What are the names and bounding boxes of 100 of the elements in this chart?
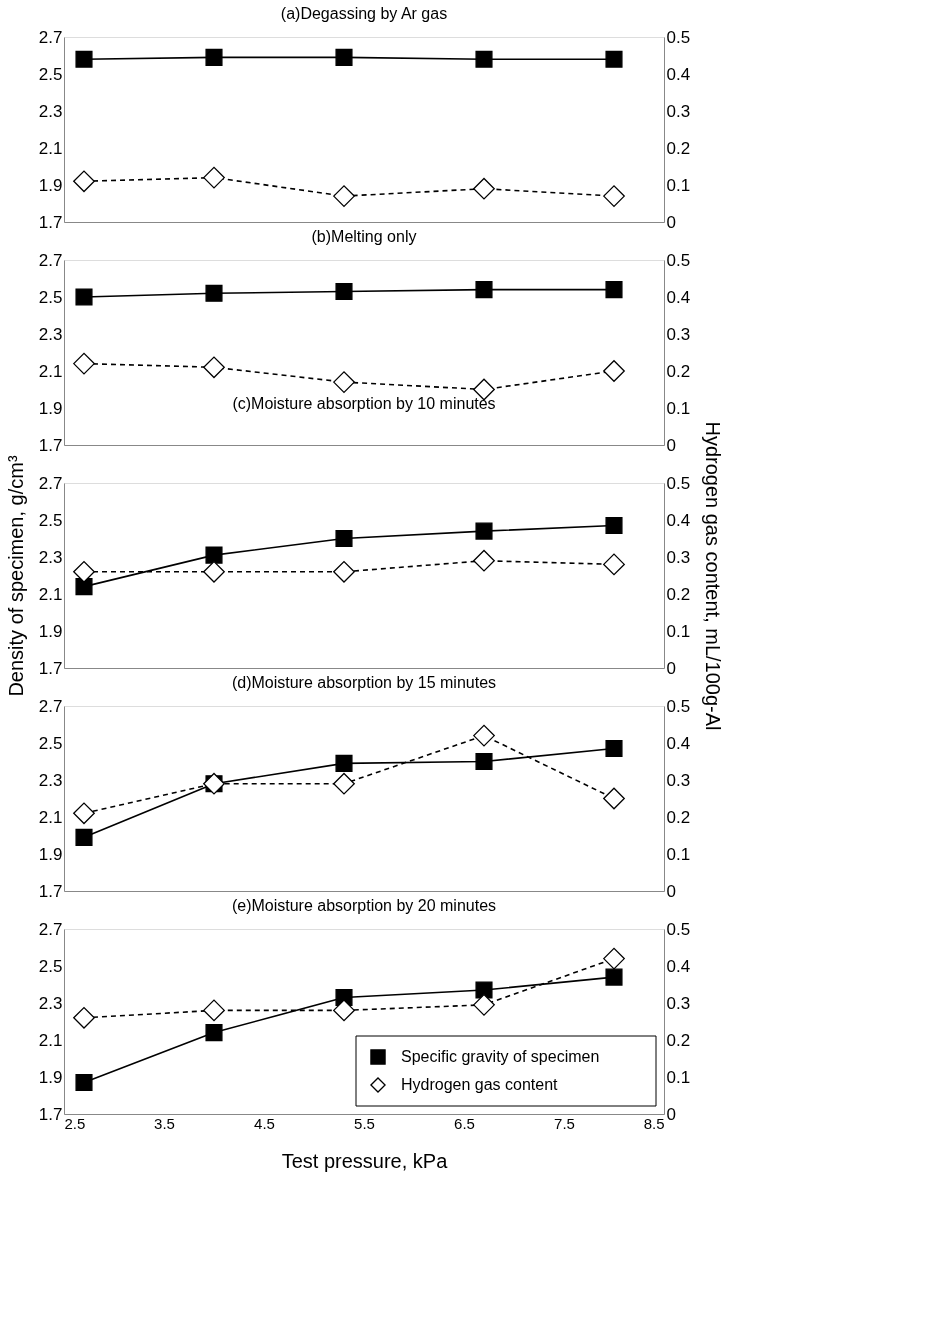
y-tick-label: 1.7 [38, 881, 63, 901]
y-tick-label: 2.5 [38, 733, 63, 753]
point [75, 578, 93, 596]
y2-tick-label: 0 [666, 435, 676, 455]
point [333, 185, 355, 207]
y-tick-label: 1.9 [38, 1067, 63, 1087]
y2-tick-label: 0.2 [666, 1030, 691, 1050]
y-tick-label: 2.3 [38, 770, 63, 790]
x-axis-title: Test pressure, kPa [281, 1149, 449, 1172]
point [73, 352, 95, 375]
point [203, 356, 225, 379]
y-tick-label: 2.1 [38, 138, 63, 158]
point [205, 546, 223, 564]
legend-label: Hydrogen gas content [401, 1076, 559, 1093]
y2-tick-label: 0.4 [666, 733, 691, 753]
y-tick-label: 2.5 [38, 64, 63, 84]
y2-tick-label: 0.2 [666, 807, 691, 827]
chart-title: (d)Moisture absorption by 15 minutes [231, 674, 497, 691]
chart-title: (b)Melting only [311, 228, 417, 245]
point [605, 739, 623, 758]
y-tick-label: 1.7 [38, 435, 63, 455]
x-tick-label: 8.5 [643, 1114, 665, 1132]
point [605, 516, 623, 535]
y2-tick-label: 0.2 [666, 138, 691, 158]
point [603, 360, 625, 382]
chart-title: (e)Moisture absorption by 20 minutes [231, 897, 497, 914]
y2-tick-label: 0.1 [666, 1067, 691, 1087]
y2-tick-label: 0.1 [666, 844, 691, 864]
y2-tick-label: 0.1 [666, 175, 691, 195]
y2-tick-label: 0.5 [666, 250, 691, 270]
y2-tick-label: 0 [666, 1104, 676, 1124]
y-tick-label: 2.3 [38, 547, 63, 567]
y2-tick-label: 0 [666, 881, 676, 901]
y-tick-label: 2.3 [38, 101, 63, 121]
point [73, 802, 95, 825]
point [475, 522, 493, 540]
y-tick-label: 2.5 [38, 956, 63, 976]
y2-tick-label: 0.2 [666, 361, 691, 381]
y2-tick-label: 0.1 [666, 398, 691, 418]
y-tick-label: 1.7 [38, 658, 63, 678]
x-tick-label: 5.5 [354, 1114, 375, 1132]
y2-tick-label: 0.3 [666, 101, 691, 121]
point [473, 724, 495, 747]
point [335, 529, 353, 548]
chart-title: (a)Degassing by Ar gas [280, 5, 448, 22]
x-tick-label: 4.5 [254, 1114, 275, 1132]
y2-tick-label: 0.4 [666, 510, 691, 530]
y2-tick-label: 0.5 [666, 919, 691, 939]
y2-tick-label: 0.1 [666, 621, 691, 641]
y2-tick-label: 0.5 [666, 473, 691, 493]
y-tick-label: 2.1 [38, 584, 63, 604]
y2-tick-label: 0.4 [666, 956, 691, 976]
point [73, 170, 95, 193]
y-tick-label: 1.9 [38, 621, 63, 641]
y-tick-label: 2.7 [38, 473, 63, 493]
y-tick-label: 2.7 [38, 696, 63, 716]
point [475, 752, 493, 771]
point [333, 371, 355, 393]
y-axis-title: Density of specimen, g/cm³ [4, 455, 27, 697]
y2-axis-title: Hydrogen gas content, mL/100g-Al [702, 421, 725, 731]
y-tick-label: 2.5 [38, 510, 63, 530]
point [603, 553, 625, 576]
x-tick-label: 2.5 [64, 1114, 86, 1132]
y2-tick-label: 0.3 [666, 324, 691, 344]
x-tick-label: 6.5 [454, 1114, 475, 1132]
point [203, 560, 225, 583]
y2-tick-label: 0.5 [666, 696, 691, 716]
y-tick-label: 2.7 [38, 919, 63, 939]
y-tick-label: 2.7 [38, 27, 63, 47]
point [203, 166, 225, 189]
y2-tick-label: 0.4 [666, 64, 691, 84]
y-tick-label: 2.1 [38, 361, 63, 381]
point [473, 177, 495, 200]
y2-tick-label: 0.4 [666, 287, 691, 307]
y-tick-label: 1.9 [38, 844, 63, 864]
y-tick-label: 1.9 [38, 398, 63, 418]
y-tick-label: 2.3 [38, 324, 63, 344]
point [75, 828, 93, 846]
point [473, 549, 495, 572]
y2-tick-label: 0.2 [666, 584, 691, 604]
chart-title: (c)Moisture absorption by 10 minutes [232, 395, 496, 413]
y2-tick-label: 0.3 [666, 770, 691, 790]
point [603, 787, 625, 810]
x-tick-label: 7.5 [554, 1114, 575, 1132]
y-tick-label: 2.7 [38, 250, 63, 270]
y-tick-label: 2.3 [38, 993, 63, 1013]
y-tick-label: 2.1 [38, 807, 63, 827]
y2-tick-label: 0 [666, 212, 676, 232]
y-tick-label: 1.7 [38, 1104, 63, 1124]
y-tick-label: 2.1 [38, 1030, 63, 1050]
point [73, 560, 95, 583]
y2-tick-label: 0.3 [666, 993, 691, 1013]
point [335, 754, 353, 772]
point [333, 560, 355, 583]
point [603, 185, 625, 207]
y-tick-label: 1.7 [38, 212, 63, 232]
legend-label: Specific gravity of specimen [401, 1048, 600, 1065]
y2-tick-label: 0.5 [666, 27, 691, 47]
y-tick-label: 2.5 [38, 287, 63, 307]
y2-tick-label: 0 [666, 658, 676, 678]
